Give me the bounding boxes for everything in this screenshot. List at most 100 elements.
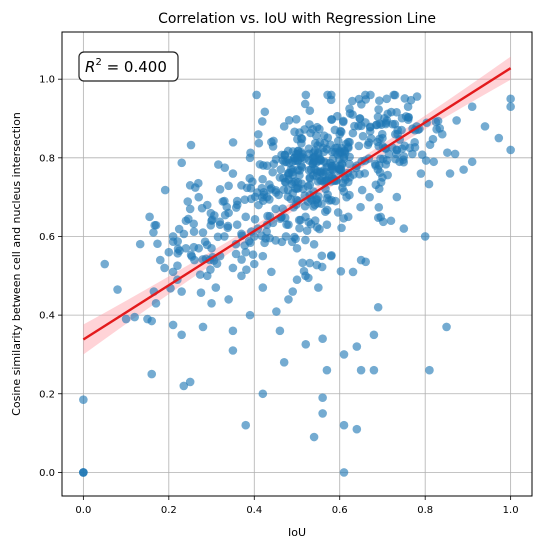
data-point: [354, 141, 364, 151]
data-point: [392, 192, 402, 202]
data-point: [147, 316, 157, 326]
data-point: [258, 389, 268, 399]
data-point: [220, 163, 230, 173]
data-point: [445, 169, 455, 178]
data-point: [279, 358, 289, 367]
data-point: [366, 90, 375, 100]
data-point: [312, 131, 321, 140]
data-point: [257, 231, 266, 241]
data-point: [164, 247, 174, 257]
data-point: [298, 258, 307, 268]
data-point: [373, 112, 383, 122]
data-point: [319, 157, 329, 167]
data-point: [416, 169, 426, 178]
data-point: [177, 287, 186, 296]
data-point: [293, 183, 303, 193]
data-point: [179, 381, 189, 391]
annotation-exponent: 2: [95, 57, 101, 68]
data-point: [339, 116, 348, 126]
data-point: [198, 228, 208, 237]
x-tick-label: 1.0: [503, 505, 519, 516]
r-squared-annotation: R2 = 0.400: [78, 51, 179, 82]
data-point: [336, 267, 346, 276]
data-point: [189, 227, 199, 236]
data-point: [284, 295, 293, 304]
plot-frame: [61, 31, 533, 497]
data-point: [390, 90, 400, 100]
data-point: [358, 131, 368, 141]
data-point: [228, 138, 238, 147]
data-point: [369, 330, 379, 340]
data-point: [254, 138, 264, 148]
x-axis-ticks: 0.0 0.2 0.4 0.6 0.8 1.0: [75, 496, 519, 516]
data-point: [202, 240, 212, 250]
data-point: [360, 169, 370, 178]
data-point: [189, 219, 199, 229]
data-point: [330, 161, 340, 170]
data-point: [337, 223, 346, 233]
data-point: [321, 207, 330, 216]
data-point: [145, 212, 154, 222]
data-point: [194, 178, 203, 188]
data-point: [305, 258, 315, 268]
data-point: [399, 157, 409, 167]
regression-line: [82, 67, 512, 341]
data-point: [314, 283, 323, 292]
data-point: [333, 208, 343, 217]
svg-text:R2 = 0.400: R2 = 0.400: [85, 57, 167, 76]
data-point: [269, 136, 278, 146]
data-point: [420, 232, 430, 241]
data-point: [135, 239, 145, 249]
data-point: [240, 195, 250, 204]
data-point: [147, 369, 157, 379]
data-point: [431, 117, 441, 127]
data-point: [322, 365, 332, 375]
data-point: [292, 243, 302, 253]
data-point: [173, 261, 182, 270]
data-point: [452, 116, 461, 125]
data-point: [196, 288, 206, 298]
data-point: [285, 158, 294, 168]
data-point: [356, 202, 365, 212]
data-point: [195, 270, 205, 279]
y-tick-label: 1.0: [39, 75, 55, 86]
data-point: [153, 239, 162, 249]
data-point: [258, 283, 268, 292]
data-points: [79, 90, 515, 477]
data-point: [374, 202, 384, 212]
annotation-variable: R: [85, 58, 95, 76]
data-point: [232, 200, 242, 210]
chart-title: Correlation vs. IoU with Regression Line: [158, 11, 436, 27]
data-point: [327, 115, 336, 124]
data-point: [288, 287, 298, 296]
y-tick-label: 0.6: [39, 232, 55, 243]
data-point: [403, 102, 413, 112]
data-point: [252, 90, 261, 100]
data-point: [304, 273, 313, 283]
data-point: [386, 216, 396, 226]
data-point: [228, 346, 238, 355]
data-point: [183, 197, 193, 206]
data-point: [318, 409, 327, 418]
data-point: [356, 365, 366, 375]
data-point: [429, 157, 439, 167]
data-point: [339, 187, 349, 196]
data-point: [300, 201, 310, 211]
regression-line-path: [82, 67, 512, 341]
data-point: [376, 177, 386, 187]
data-point: [425, 140, 435, 150]
data-point: [130, 312, 139, 322]
y-tick-label: 0.8: [39, 153, 55, 164]
data-point: [155, 255, 165, 265]
data-point: [388, 119, 397, 129]
data-point: [286, 194, 296, 204]
data-point: [375, 96, 384, 105]
data-point: [173, 237, 182, 246]
data-point: [300, 99, 310, 109]
data-point: [378, 217, 388, 227]
data-point: [260, 238, 269, 248]
data-point: [393, 129, 402, 139]
data-point: [231, 249, 241, 259]
x-tick-label: 0.4: [246, 505, 262, 516]
